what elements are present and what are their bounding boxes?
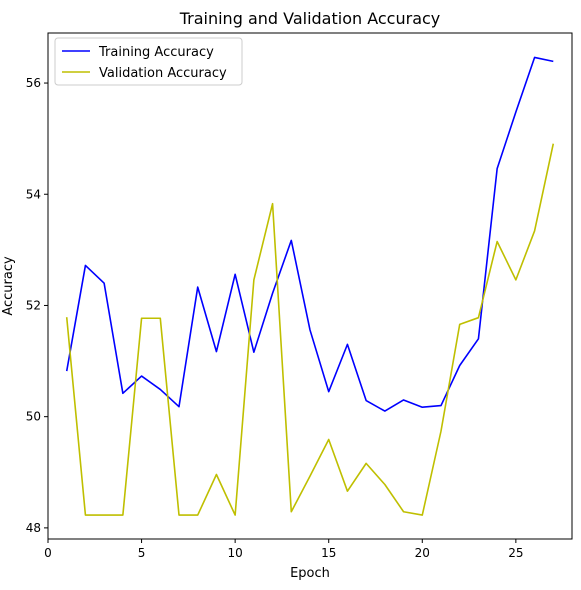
legend: Training Accuracy Validation Accuracy [54,37,243,86]
plot-area: 0 5 10 15 20 25 48 50 52 54 56 [26,32,573,560]
y-axis-label: Accuracy [1,256,16,316]
series-line-validation-accuracy [65,143,555,516]
plot-frame [47,32,573,540]
x-axis-label: Epoch [290,566,330,581]
legend-label: Validation Accuracy [99,66,227,81]
legend-label: Training Accuracy [98,45,214,60]
x-axis-ticks: 0 5 10 15 20 25 [44,539,523,560]
y-tick-label: 54 [26,187,41,201]
y-tick-label: 48 [26,521,41,535]
chart-title: Training and Validation Accuracy [179,9,441,28]
y-tick-label: 52 [26,298,41,312]
y-tick-label: 56 [26,76,41,90]
legend-box [54,37,243,86]
series-line-training-accuracy [65,56,554,412]
y-axis-ticks: 48 50 52 54 56 [26,76,48,535]
x-tick-label: 15 [321,546,336,560]
x-tick-label: 5 [138,546,146,560]
x-tick-label: 10 [228,546,243,560]
x-tick-label: 20 [415,546,430,560]
series-lines [65,56,555,516]
x-tick-label: 0 [44,546,52,560]
x-tick-label: 25 [508,546,523,560]
y-tick-label: 50 [26,410,41,424]
